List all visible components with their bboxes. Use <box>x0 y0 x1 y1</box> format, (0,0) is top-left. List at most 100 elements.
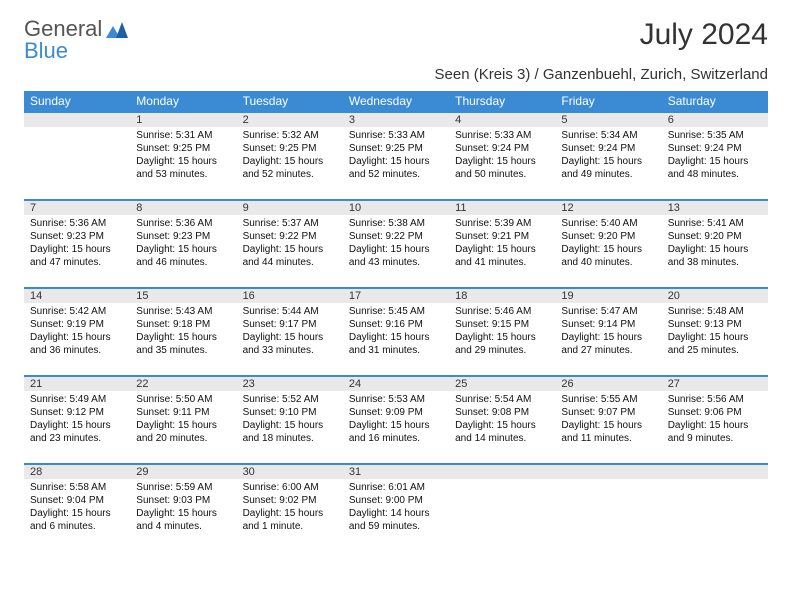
day-line-sr: Sunrise: 5:50 AM <box>136 393 230 406</box>
day-detail: Sunrise: 5:56 AMSunset: 9:06 PMDaylight:… <box>662 391 768 449</box>
day-line-d2: and 44 minutes. <box>243 256 337 269</box>
day-detail: Sunrise: 5:47 AMSunset: 9:14 PMDaylight:… <box>555 303 661 361</box>
day-line-ss: Sunset: 9:23 PM <box>30 230 124 243</box>
day-line-ss: Sunset: 9:20 PM <box>561 230 655 243</box>
calendar-body: 1Sunrise: 5:31 AMSunset: 9:25 PMDaylight… <box>24 111 768 551</box>
week-row: 21Sunrise: 5:49 AMSunset: 9:12 PMDayligh… <box>24 375 768 463</box>
day-number: 10 <box>343 199 449 215</box>
day-cell: 14Sunrise: 5:42 AMSunset: 9:19 PMDayligh… <box>24 287 130 375</box>
page-title: July 2024 <box>640 18 768 52</box>
day-detail: Sunrise: 5:31 AMSunset: 9:25 PMDaylight:… <box>130 127 236 185</box>
day-line-ss: Sunset: 9:19 PM <box>30 318 124 331</box>
day-cell: 5Sunrise: 5:34 AMSunset: 9:24 PMDaylight… <box>555 111 661 199</box>
day-line-d2: and 16 minutes. <box>349 432 443 445</box>
day-line-d2: and 52 minutes. <box>243 168 337 181</box>
day-detail: Sunrise: 5:44 AMSunset: 9:17 PMDaylight:… <box>237 303 343 361</box>
day-line-sr: Sunrise: 5:46 AM <box>455 305 549 318</box>
day-number: 21 <box>24 375 130 391</box>
day-detail: Sunrise: 6:01 AMSunset: 9:00 PMDaylight:… <box>343 479 449 537</box>
col-mon: Monday <box>130 91 236 111</box>
day-line-d1: Daylight: 15 hours <box>455 243 549 256</box>
day-line-ss: Sunset: 9:18 PM <box>136 318 230 331</box>
day-line-sr: Sunrise: 5:39 AM <box>455 217 549 230</box>
day-number: 3 <box>343 111 449 127</box>
day-line-ss: Sunset: 9:20 PM <box>668 230 762 243</box>
day-line-ss: Sunset: 9:16 PM <box>349 318 443 331</box>
week-row: 1Sunrise: 5:31 AMSunset: 9:25 PMDaylight… <box>24 111 768 199</box>
day-cell <box>24 111 130 199</box>
day-cell: 9Sunrise: 5:37 AMSunset: 9:22 PMDaylight… <box>237 199 343 287</box>
day-line-d2: and 52 minutes. <box>349 168 443 181</box>
day-line-d2: and 38 minutes. <box>668 256 762 269</box>
day-header-row: Sunday Monday Tuesday Wednesday Thursday… <box>24 91 768 111</box>
day-cell: 12Sunrise: 5:40 AMSunset: 9:20 PMDayligh… <box>555 199 661 287</box>
day-line-sr: Sunrise: 6:01 AM <box>349 481 443 494</box>
week-row: 28Sunrise: 5:58 AMSunset: 9:04 PMDayligh… <box>24 463 768 551</box>
day-line-ss: Sunset: 9:24 PM <box>561 142 655 155</box>
day-line-ss: Sunset: 9:03 PM <box>136 494 230 507</box>
day-detail: Sunrise: 6:00 AMSunset: 9:02 PMDaylight:… <box>237 479 343 537</box>
day-line-d1: Daylight: 15 hours <box>349 419 443 432</box>
day-line-d1: Daylight: 15 hours <box>136 155 230 168</box>
day-line-d1: Daylight: 15 hours <box>30 419 124 432</box>
day-cell: 28Sunrise: 5:58 AMSunset: 9:04 PMDayligh… <box>24 463 130 551</box>
day-cell: 4Sunrise: 5:33 AMSunset: 9:24 PMDaylight… <box>449 111 555 199</box>
day-number: 27 <box>662 375 768 391</box>
day-line-ss: Sunset: 9:11 PM <box>136 406 230 419</box>
day-line-sr: Sunrise: 5:52 AM <box>243 393 337 406</box>
day-detail: Sunrise: 5:45 AMSunset: 9:16 PMDaylight:… <box>343 303 449 361</box>
day-detail: Sunrise: 5:34 AMSunset: 9:24 PMDaylight:… <box>555 127 661 185</box>
day-number: 5 <box>555 111 661 127</box>
day-line-ss: Sunset: 9:24 PM <box>455 142 549 155</box>
day-line-d2: and 9 minutes. <box>668 432 762 445</box>
day-cell: 11Sunrise: 5:39 AMSunset: 9:21 PMDayligh… <box>449 199 555 287</box>
day-line-sr: Sunrise: 5:34 AM <box>561 129 655 142</box>
day-line-ss: Sunset: 9:13 PM <box>668 318 762 331</box>
day-cell: 8Sunrise: 5:36 AMSunset: 9:23 PMDaylight… <box>130 199 236 287</box>
day-line-ss: Sunset: 9:12 PM <box>30 406 124 419</box>
day-line-sr: Sunrise: 5:41 AM <box>668 217 762 230</box>
day-detail: Sunrise: 5:38 AMSunset: 9:22 PMDaylight:… <box>343 215 449 273</box>
day-detail: Sunrise: 5:42 AMSunset: 9:19 PMDaylight:… <box>24 303 130 361</box>
day-line-sr: Sunrise: 5:35 AM <box>668 129 762 142</box>
day-line-ss: Sunset: 9:14 PM <box>561 318 655 331</box>
day-cell: 2Sunrise: 5:32 AMSunset: 9:25 PMDaylight… <box>237 111 343 199</box>
day-line-sr: Sunrise: 5:54 AM <box>455 393 549 406</box>
day-line-d1: Daylight: 15 hours <box>30 507 124 520</box>
day-line-d1: Daylight: 14 hours <box>349 507 443 520</box>
day-line-d2: and 4 minutes. <box>136 520 230 533</box>
day-line-d1: Daylight: 15 hours <box>349 155 443 168</box>
day-cell <box>662 463 768 551</box>
day-line-d1: Daylight: 15 hours <box>668 331 762 344</box>
day-cell: 31Sunrise: 6:01 AMSunset: 9:00 PMDayligh… <box>343 463 449 551</box>
day-detail: Sunrise: 5:32 AMSunset: 9:25 PMDaylight:… <box>237 127 343 185</box>
day-line-sr: Sunrise: 5:38 AM <box>349 217 443 230</box>
day-line-d2: and 11 minutes. <box>561 432 655 445</box>
day-line-d1: Daylight: 15 hours <box>561 243 655 256</box>
day-number: 20 <box>662 287 768 303</box>
day-line-d2: and 6 minutes. <box>30 520 124 533</box>
day-number: 15 <box>130 287 236 303</box>
day-detail: Sunrise: 5:39 AMSunset: 9:21 PMDaylight:… <box>449 215 555 273</box>
day-line-d1: Daylight: 15 hours <box>136 419 230 432</box>
day-number: 30 <box>237 463 343 479</box>
day-line-d1: Daylight: 15 hours <box>243 419 337 432</box>
day-cell: 13Sunrise: 5:41 AMSunset: 9:20 PMDayligh… <box>662 199 768 287</box>
day-cell: 15Sunrise: 5:43 AMSunset: 9:18 PMDayligh… <box>130 287 236 375</box>
day-cell: 22Sunrise: 5:50 AMSunset: 9:11 PMDayligh… <box>130 375 236 463</box>
day-line-sr: Sunrise: 5:43 AM <box>136 305 230 318</box>
location-text: Seen (Kreis 3) / Ganzenbuehl, Zurich, Sw… <box>24 66 768 83</box>
day-cell: 24Sunrise: 5:53 AMSunset: 9:09 PMDayligh… <box>343 375 449 463</box>
day-line-d2: and 46 minutes. <box>136 256 230 269</box>
day-detail: Sunrise: 5:52 AMSunset: 9:10 PMDaylight:… <box>237 391 343 449</box>
day-number: 6 <box>662 111 768 127</box>
day-line-d2: and 31 minutes. <box>349 344 443 357</box>
day-detail: Sunrise: 5:41 AMSunset: 9:20 PMDaylight:… <box>662 215 768 273</box>
day-number: 1 <box>130 111 236 127</box>
day-line-d2: and 49 minutes. <box>561 168 655 181</box>
day-line-ss: Sunset: 9:22 PM <box>349 230 443 243</box>
col-wed: Wednesday <box>343 91 449 111</box>
day-cell <box>449 463 555 551</box>
day-line-d1: Daylight: 15 hours <box>668 419 762 432</box>
day-cell: 20Sunrise: 5:48 AMSunset: 9:13 PMDayligh… <box>662 287 768 375</box>
